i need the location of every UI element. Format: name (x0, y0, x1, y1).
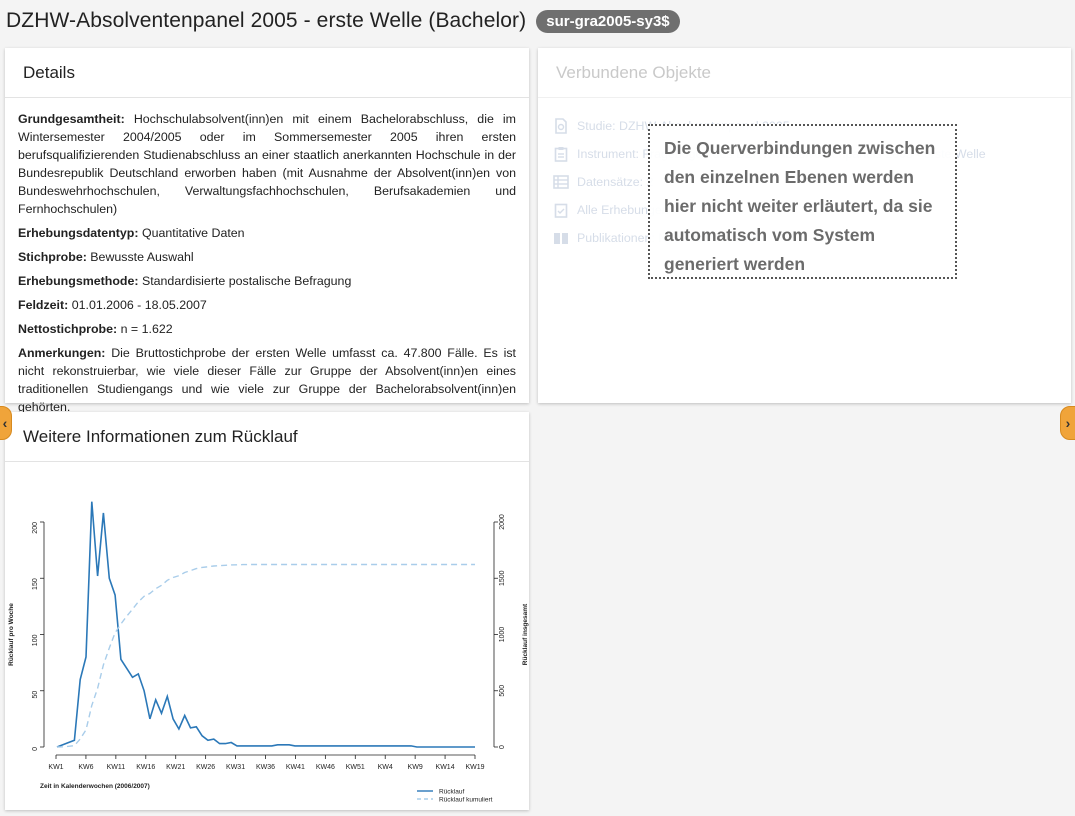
details-card-title: Details (5, 48, 529, 98)
x-tick-label: KW26 (196, 764, 215, 771)
netsample-row: Nettostichprobe: n = 1.622 (18, 320, 516, 338)
previous-button[interactable]: ‹ (0, 406, 12, 440)
population-label: Grundgesamtheit: (18, 112, 125, 126)
object-link-label: Alle Erhebungen (577, 203, 669, 217)
series-line-cumulative (56, 563, 475, 748)
x-tick-label: KW19 (465, 764, 484, 771)
x-tick-label: KW31 (226, 764, 245, 771)
legend-label: Rücklauf (439, 789, 464, 796)
sample-value: Bewusste Auswahl (90, 250, 194, 264)
book-icon (552, 230, 570, 246)
page-header: DZHW-Absolventenpanel 2005 - erste Welle… (0, 0, 1075, 42)
y-tick-label: 200 (32, 522, 39, 534)
x-tick-label: KW1 (48, 764, 63, 771)
x-tick-label: KW9 (408, 764, 423, 771)
response-card: Weitere Informationen zum Rücklauf 0 50 10… (5, 412, 529, 810)
x-tick-label: KW21 (166, 764, 185, 771)
datatype-label: Erhebungsdatentyp: (18, 226, 139, 240)
datatype-row: Erhebungsdatentyp: Quantitative Daten (18, 224, 516, 242)
object-link-label: Datensätze: 2 (577, 175, 654, 189)
id-badge: sur-gra2005-sy3$ (536, 9, 680, 33)
response-chart: 0 50 100 150 200 0 500 1000 1500 2000 KW1 KW6 KW11 KW… (5, 464, 529, 810)
method-value: Standardisierte postalische Befragung (141, 274, 352, 288)
fieldtime-value: 01.01.2006 - 18.05.2007 (71, 298, 207, 312)
sample-row: Stichprobe: Bewusste Auswahl (18, 248, 516, 266)
x-axis-label: Zeit in Kalenderwochen (2006/2007) (40, 783, 150, 790)
y2-tick-label: 2000 (499, 514, 506, 530)
y-tick-label: 0 (32, 747, 39, 751)
x-tick-label: KW4 (378, 764, 393, 771)
y-axis-label: Rücklauf pro Woche (8, 603, 15, 666)
y2-tick-label: 1000 (499, 627, 506, 643)
clipboard-icon (552, 146, 570, 162)
notes-label: Anmerkungen: (18, 346, 106, 360)
response-card-title: Weitere Informationen zum Rücklauf (5, 412, 529, 462)
population-row: Grundgesamtheit: Hochschulabsolvent(inn)… (18, 110, 516, 218)
next-button[interactable]: › (1060, 406, 1075, 440)
chevron-right-icon: › (1065, 415, 1071, 431)
method-label: Erhebungsmethode: (18, 274, 139, 288)
fieldtime-row: Feldzeit: 01.01.2006 - 18.05.2007 (18, 296, 516, 314)
object-link-datasets[interactable]: Datensätze: 2 (552, 168, 1057, 196)
netsample-value: n = 1.622 (120, 322, 173, 336)
notes-row: Anmerkungen: Die Bruttostichprobe der er… (18, 344, 516, 416)
fieldtime-label: Feldzeit: (18, 298, 69, 312)
population-text: Hochschulabsolvent(inn)en mit einem Bach… (18, 112, 516, 216)
connected-objects-title: Verbundene Objekte (538, 48, 1071, 98)
x-tick-label: KW14 (436, 764, 455, 771)
series-line-weekly (56, 501, 475, 748)
x-tick-label: KW51 (346, 764, 365, 771)
x-tick-label: KW41 (286, 764, 305, 771)
survey-icon (552, 202, 570, 218)
legend-label: Rücklauf kumuliert (439, 797, 493, 804)
method-row: Erhebungsmethode: Standardisierte postal… (18, 272, 516, 290)
details-body: Grundgesamtheit: Hochschulabsolvent(inn)… (5, 98, 529, 416)
x-tick-label: KW11 (107, 764, 126, 771)
y-tick-label: 50 (32, 691, 39, 699)
x-tick-label: KW6 (78, 764, 93, 771)
object-link-surveys[interactable]: Alle Erhebungen (552, 196, 1057, 224)
page-title: DZHW-Absolventenpanel 2005 - erste Welle… (6, 9, 527, 32)
y2-tick-label: 0 (499, 745, 506, 749)
y-tick-label: 150 (32, 578, 39, 590)
chevron-left-icon: ‹ (2, 415, 8, 431)
netsample-label: Nettostichprobe: (18, 322, 118, 336)
notes-text: Die Bruttostichprobe der ersten Welle um… (18, 346, 516, 414)
y2-tick-label: 1500 (499, 570, 506, 586)
datatype-value: Quantitative Daten (141, 226, 245, 240)
details-card: Details Grundgesamtheit: Hochschulabsolv… (5, 48, 529, 414)
annotation-callout: Die Querverbindungen zwischen den einzel… (648, 124, 957, 279)
study-icon (552, 118, 570, 134)
dataset-icon (552, 174, 570, 190)
x-tick-label: KW16 (136, 764, 155, 771)
y2-axis-label: Rücklauf insgesamt (522, 603, 529, 665)
x-tick-label: KW36 (256, 764, 275, 771)
y2-tick-label: 500 (499, 685, 506, 697)
sample-label: Stichprobe: (18, 250, 87, 264)
y-tick-label: 100 (32, 634, 39, 646)
x-tick-label: KW46 (316, 764, 335, 771)
